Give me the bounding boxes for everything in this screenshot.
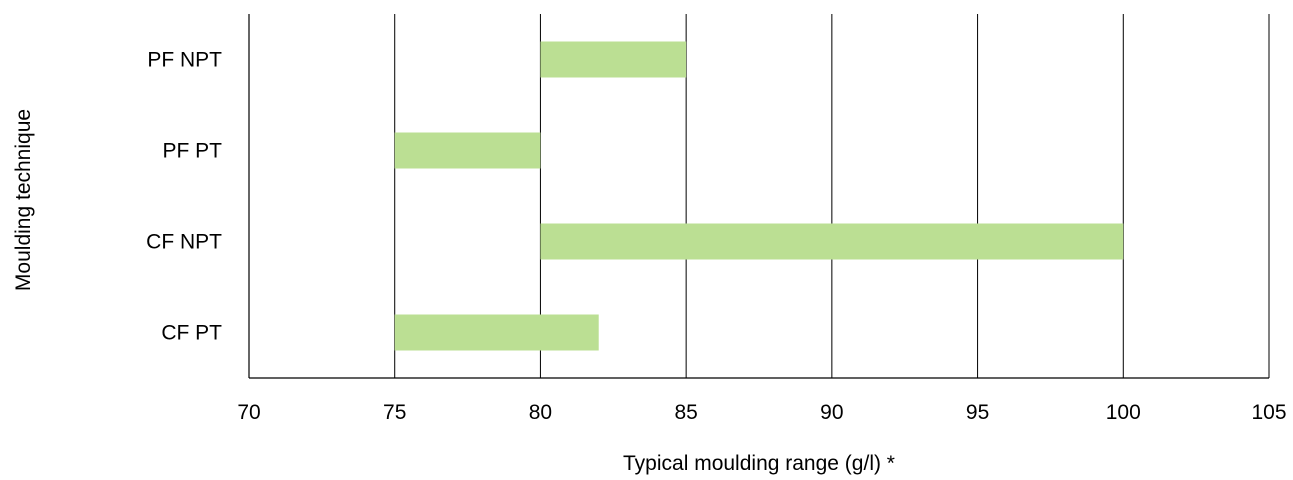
y-category-label: CF NPT (146, 231, 222, 254)
y-axis-title: Moulding technique (12, 109, 35, 291)
bar-pf-npt (540, 41, 687, 78)
bar-cf-npt (540, 223, 1124, 260)
x-tick-label: 105 (1251, 401, 1286, 424)
x-tick-label: 100 (1106, 401, 1141, 424)
y-category-label: PF NPT (147, 49, 222, 72)
bar-pf-pt (394, 132, 541, 169)
x-tick-label: 75 (383, 401, 406, 424)
y-category-labels: PF NPT PF PT CF NPT CF PT (146, 49, 222, 345)
axes (248, 14, 1269, 379)
x-tick-label: 80 (529, 401, 552, 424)
x-tick-labels: 70 75 80 85 90 95 100 105 (237, 401, 1286, 424)
x-tick-label: 85 (674, 401, 697, 424)
bar-cf-pt (394, 314, 599, 351)
x-axis-title: Typical moulding range (g/l) * (623, 452, 895, 475)
y-category-label: CF PT (161, 322, 222, 345)
y-category-label: PF PT (162, 140, 222, 163)
x-tick-label: 90 (820, 401, 843, 424)
x-tick-label: 95 (966, 401, 989, 424)
x-tick-label: 70 (237, 401, 260, 424)
range-bars (394, 41, 1124, 351)
